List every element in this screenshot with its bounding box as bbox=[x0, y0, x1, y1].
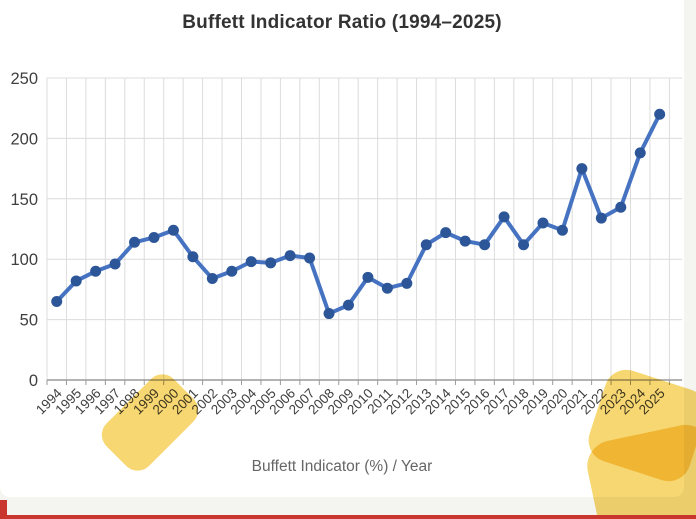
data-point bbox=[654, 108, 666, 120]
data-point bbox=[595, 212, 607, 224]
data-point bbox=[537, 217, 549, 229]
data-point bbox=[459, 235, 471, 247]
data-point bbox=[51, 295, 63, 307]
y-tick-label: 250 bbox=[10, 70, 38, 88]
data-point bbox=[226, 265, 238, 277]
data-point bbox=[323, 308, 335, 320]
data-point bbox=[342, 299, 354, 311]
data-point bbox=[167, 224, 179, 236]
data-point bbox=[381, 282, 393, 294]
data-point bbox=[576, 163, 588, 175]
y-tick-label: 0 bbox=[29, 372, 38, 390]
y-tick-label: 150 bbox=[10, 191, 38, 209]
data-point bbox=[479, 239, 491, 251]
data-point bbox=[148, 231, 160, 243]
data-point bbox=[420, 239, 432, 251]
data-point bbox=[362, 271, 374, 283]
red-edge-fragment bbox=[0, 500, 7, 519]
bottom-red-strip bbox=[0, 515, 696, 519]
data-point bbox=[109, 258, 121, 270]
data-point bbox=[70, 275, 82, 287]
data-point bbox=[304, 252, 316, 264]
y-tick-label: 200 bbox=[10, 130, 38, 148]
data-point bbox=[90, 265, 102, 277]
chart-card: Buffett Indicator Ratio (1994–2025) 0 50 1… bbox=[0, 0, 684, 497]
data-point bbox=[634, 147, 646, 159]
data-point bbox=[245, 256, 257, 268]
data-point bbox=[265, 257, 277, 269]
data-point bbox=[401, 277, 413, 289]
data-point bbox=[498, 211, 510, 223]
x-axis-title: Buffett Indicator (%) / Year bbox=[251, 458, 433, 475]
chart-title: Buffett Indicator Ratio (1994–2025) bbox=[182, 12, 502, 33]
data-point bbox=[187, 251, 199, 263]
data-point bbox=[556, 224, 568, 236]
data-point bbox=[518, 239, 530, 251]
data-point bbox=[440, 227, 452, 239]
data-point bbox=[206, 273, 218, 285]
data-point bbox=[284, 250, 296, 262]
y-tick-label: 100 bbox=[10, 251, 38, 269]
line-chart-canvas: 0501001502002501994199519961997199819992… bbox=[10, 70, 683, 417]
data-point bbox=[615, 201, 627, 213]
data-point bbox=[129, 236, 141, 248]
y-tick-label: 50 bbox=[20, 312, 38, 330]
